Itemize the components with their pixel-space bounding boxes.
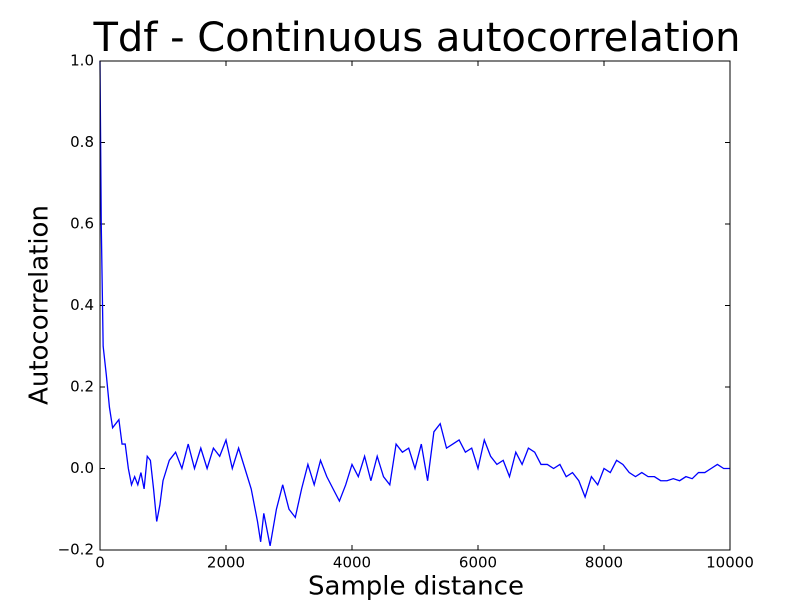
x-tick-label: 6000 bbox=[459, 554, 497, 572]
y-tick-label: −0.2 bbox=[58, 541, 94, 559]
plot-frame bbox=[99, 60, 731, 551]
x-tick-label: 4000 bbox=[333, 554, 371, 572]
y-tick-label: 0.6 bbox=[70, 215, 94, 233]
data-line bbox=[99, 60, 730, 547]
y-tick-label: 0.8 bbox=[70, 133, 94, 151]
y-axis-label: Autocorrelation bbox=[25, 205, 55, 405]
x-tick-label: 10000 bbox=[706, 554, 754, 572]
x-tick-label: 2000 bbox=[207, 554, 245, 572]
y-tick-label: 0.0 bbox=[70, 459, 94, 477]
y-tick-label: 0.4 bbox=[70, 296, 94, 314]
x-tick-label: 8000 bbox=[585, 554, 623, 572]
y-tick-label: 0.2 bbox=[70, 378, 94, 396]
y-tick-label: 1.0 bbox=[70, 52, 94, 70]
chart-title: Tdf - Continuous autocorrelation bbox=[92, 15, 740, 61]
x-tick-label: 0 bbox=[95, 554, 105, 572]
x-axis-label: Sample distance bbox=[308, 572, 524, 602]
